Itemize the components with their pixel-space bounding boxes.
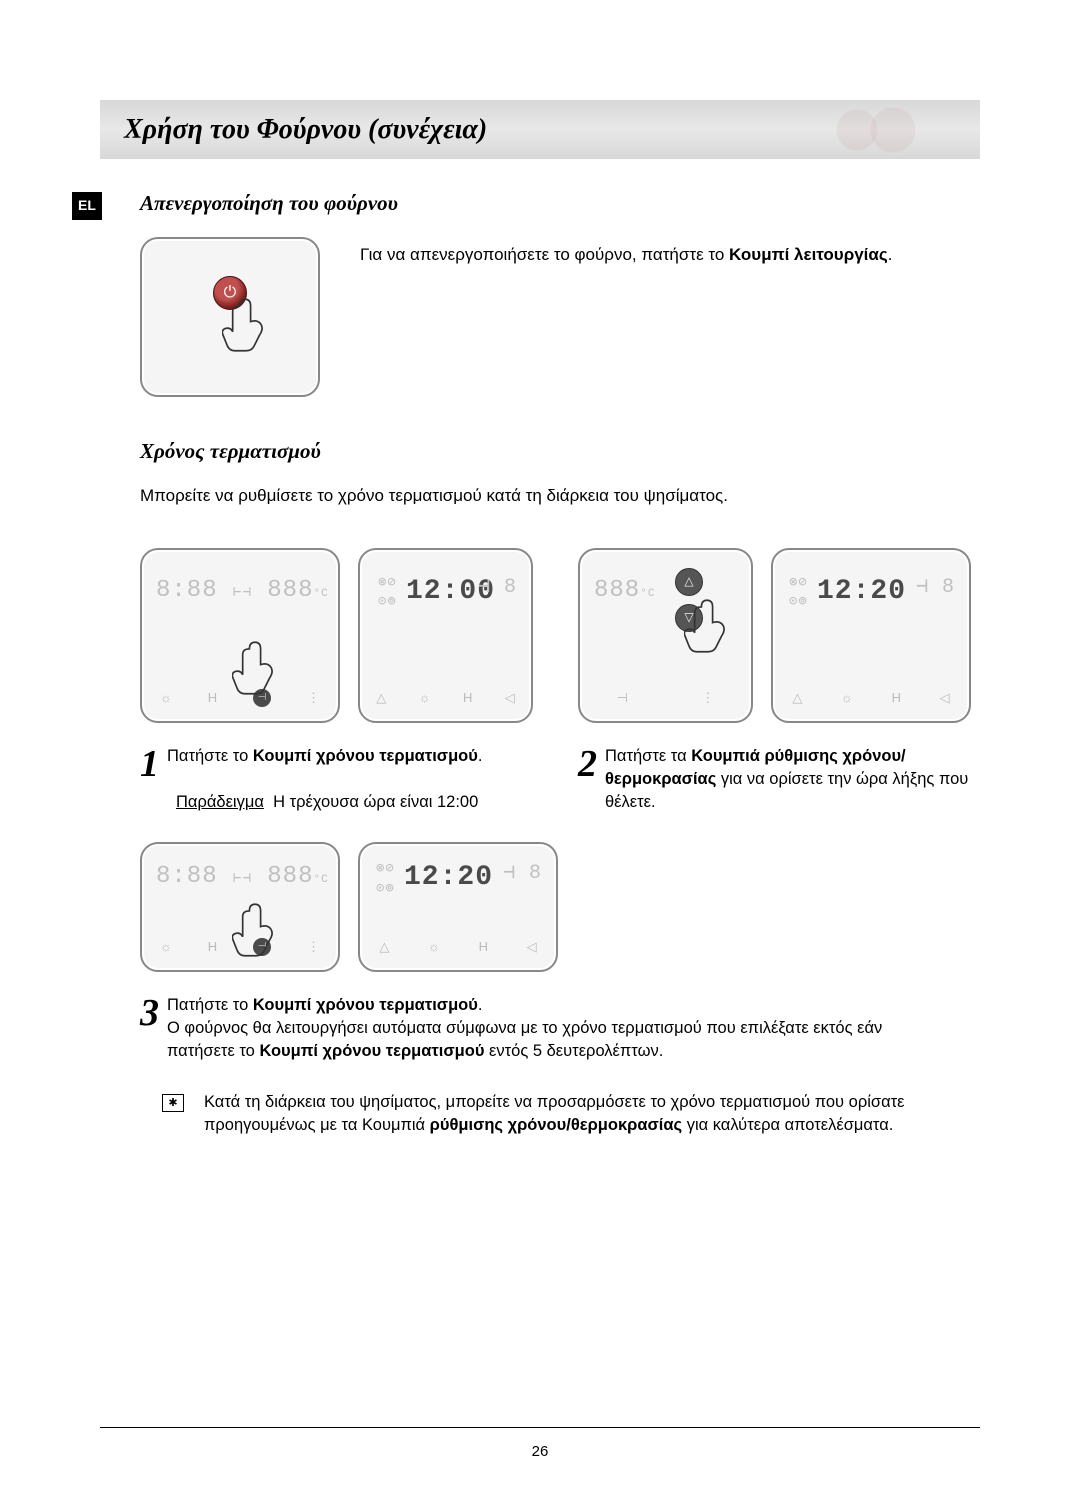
section-heading-off: Απενεργοποίηση του φούρνου bbox=[140, 189, 980, 218]
up-button-icon: △ bbox=[675, 568, 703, 596]
step3-text: Πατήστε το Κουμπί χρόνου τερματισμού. Ο … bbox=[167, 994, 927, 1063]
step1-text: Πατήστε το Κουμπί χρόνου τερματισμού. bbox=[167, 745, 482, 783]
end-time-intro: Μπορείτε να ρυθμίσετε το χρόνο τερματισμ… bbox=[140, 484, 980, 508]
panel-time-set-3: ⊗⊘⊙⊚ 12:20 ⊣ 8 △☼H◁ bbox=[358, 842, 558, 972]
note-icon: ✱ bbox=[162, 1094, 184, 1112]
step1-panels: 8:88 ⊢⊣ 888°C ☼H⊣⋮ ⊗⊘⊙⊚ 12:00 ⊣ 8 bbox=[140, 548, 542, 723]
step2-text: Πατήστε τα Κουμπιά ρύθμισης χρόνου/θερμο… bbox=[605, 745, 980, 814]
panel-display-left-3: 8:88 ⊢⊣ 888°C ☼H⊣⋮ bbox=[140, 842, 340, 972]
note-text: Κατά τη διάρκεια του ψησίματος, μπορείτε… bbox=[204, 1091, 944, 1137]
panel-icons: △☼H◁ bbox=[360, 938, 556, 956]
panel-icons: △☼H◁ bbox=[360, 689, 531, 707]
step3-panels: 8:88 ⊢⊣ 888°C ☼H⊣⋮ ⊗⊘⊙⊚ 12:20 ⊣ 8 △☼H◁ bbox=[140, 842, 980, 972]
seg-faded-right: ⊣ 8 bbox=[478, 574, 517, 602]
panel-time-now: ⊗⊘⊙⊚ 12:00 ⊣ 8 △☼H◁ bbox=[358, 548, 533, 723]
step-number-3: 3 bbox=[140, 994, 159, 1063]
footer-rule bbox=[100, 1427, 980, 1428]
seg-faded-right: ⊣ 8 bbox=[503, 860, 542, 888]
text: εντός 5 δευτερολέπτων. bbox=[484, 1042, 663, 1060]
section-end-time: Χρόνος τερματισμού Μπορείτε να ρυθμίσετε… bbox=[140, 437, 980, 1138]
step2-column: 888°C △ ▽ ⊣⋮ ⊗⊘⊙⊚ 12:20 ⊣ 8 bbox=[578, 548, 980, 814]
text-bold: ρύθμισης χρόνου/θερμοκρασίας bbox=[430, 1116, 682, 1134]
step3-text-block: 3 Πατήστε το Κουμπί χρόνου τερματισμού. … bbox=[140, 994, 980, 1063]
step-number-1: 1 bbox=[140, 745, 159, 783]
step1-text-block: 1 Πατήστε το Κουμπί χρόνου τερματισμού. bbox=[140, 745, 542, 783]
panel-display-left: 8:88 ⊢⊣ 888°C ☼H⊣⋮ bbox=[140, 548, 340, 723]
turn-off-text: Για να απενεργοποιήσετε το φούρνο, πατήσ… bbox=[360, 237, 980, 267]
step1-column: 8:88 ⊢⊣ 888°C ☼H⊣⋮ ⊗⊘⊙⊚ 12:00 ⊣ 8 bbox=[140, 548, 542, 814]
section-turn-off: Απενεργοποίηση του φούρνου ⏻ Για να απεν… bbox=[140, 189, 980, 396]
text: για καλύτερα αποτελέσματα. bbox=[682, 1116, 893, 1134]
text-bold: Κουμπί χρόνου τερματισμού bbox=[253, 747, 478, 765]
hand-icon bbox=[232, 902, 278, 958]
text-bold: Κουμπί χρόνου τερματισμού bbox=[253, 996, 478, 1014]
text: . bbox=[478, 747, 483, 765]
text: Πατήστε το bbox=[167, 996, 253, 1014]
text: Πατήστε το bbox=[167, 747, 253, 765]
section-heading-end: Χρόνος τερματισμού bbox=[140, 437, 980, 466]
step-number-2: 2 bbox=[578, 745, 597, 814]
hand-icon bbox=[684, 598, 730, 654]
text: Για να απενεργοποιήσετε το φούρνο, πατήσ… bbox=[360, 245, 729, 264]
step2-text-block: 2 Πατήστε τα Κουμπιά ρύθμισης χρόνου/θερ… bbox=[578, 745, 980, 814]
time-display-set-3: 12:20 bbox=[404, 858, 493, 897]
seg-faded: 8:88 ⊢⊣ 888°C bbox=[156, 860, 329, 894]
page-number: 26 bbox=[0, 1441, 1080, 1462]
seg-faded: 8:88 ⊢⊣ 888°C bbox=[156, 574, 329, 608]
language-badge: EL bbox=[72, 192, 102, 220]
mini-icons: ⊗⊘⊙⊚ bbox=[378, 574, 397, 613]
text-bold: Κουμπί χρόνου τερματισμού bbox=[259, 1042, 484, 1060]
steps-1-2-row: 8:88 ⊢⊣ 888°C ☼H⊣⋮ ⊗⊘⊙⊚ 12:00 ⊣ 8 bbox=[140, 548, 980, 814]
note-block: ✱ Κατά τη διάρκεια του ψησίματος, μπορεί… bbox=[162, 1091, 980, 1137]
panel-icons: △☼H◁ bbox=[773, 689, 969, 707]
text: . bbox=[888, 245, 893, 264]
text: . bbox=[478, 996, 483, 1014]
seg-faded: 888°C bbox=[594, 574, 655, 608]
text: Πατήστε τα bbox=[605, 747, 691, 765]
hand-icon bbox=[232, 640, 278, 696]
title-bar: Χρήση του Φούρνου (συνέχεια) bbox=[100, 100, 980, 159]
page-content: Χρήση του Φούρνου (συνέχεια) Απενεργοποί… bbox=[0, 0, 1080, 1178]
mini-icons: ⊗⊘⊙⊚ bbox=[789, 574, 808, 613]
hand-icon bbox=[222, 297, 268, 353]
step2-panels: 888°C △ ▽ ⊣⋮ ⊗⊘⊙⊚ 12:20 ⊣ 8 bbox=[578, 548, 980, 723]
illustration-power-off: ⏻ bbox=[140, 237, 320, 397]
example-label: Παράδειγμα bbox=[176, 793, 264, 811]
page-title: Χρήση του Φούρνου (συνέχεια) bbox=[124, 110, 956, 149]
example-text: Η τρέχουσα ώρα είναι 12:00 bbox=[273, 793, 478, 811]
mini-icons: ⊗⊘⊙⊚ bbox=[376, 860, 395, 899]
seg-faded-right: ⊣ 8 bbox=[916, 574, 955, 602]
text-bold: Κουμπί λειτουργίας bbox=[729, 245, 888, 264]
step1-example: Παράδειγμα Η τρέχουσα ώρα είναι 12:00 bbox=[176, 791, 542, 814]
time-display-set: 12:20 bbox=[817, 572, 906, 611]
panel-time-set: ⊗⊘⊙⊚ 12:20 ⊣ 8 △☼H◁ bbox=[771, 548, 971, 723]
panel-icons: ⊣⋮ bbox=[580, 689, 751, 707]
panel-updown: 888°C △ ▽ ⊣⋮ bbox=[578, 548, 753, 723]
